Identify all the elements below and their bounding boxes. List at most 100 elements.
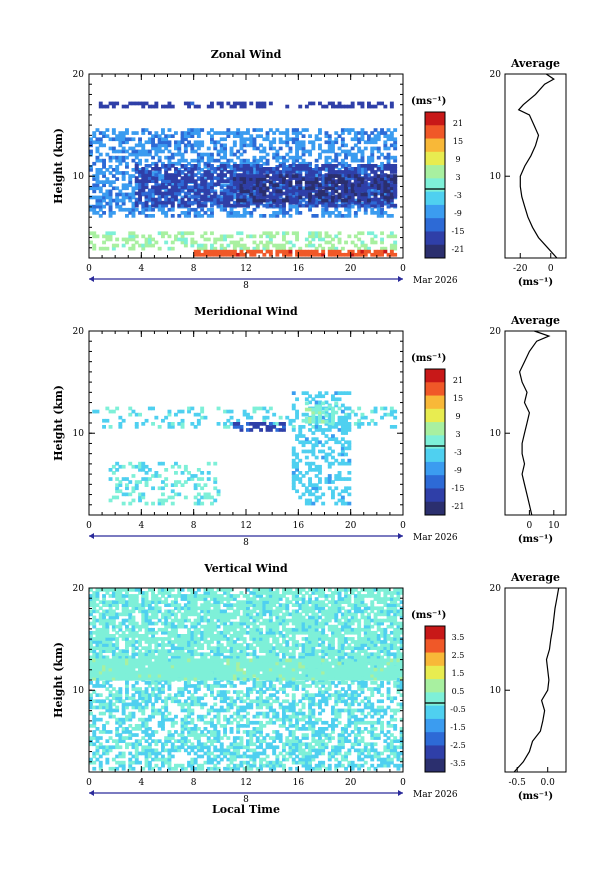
- heatmap-cell: [95, 655, 100, 660]
- heatmap-cell: [193, 158, 198, 163]
- heatmap-cell: [383, 412, 388, 417]
- heatmap-cell: [147, 640, 152, 644]
- heatmap-cell: [183, 637, 188, 641]
- heatmap-cell: [383, 189, 388, 194]
- heatmap-cell: [386, 200, 391, 205]
- heatmap-cell: [187, 101, 191, 106]
- heatmap-cell: [167, 104, 172, 109]
- heatmap-cell: [151, 422, 155, 426]
- heatmap-cell: [105, 618, 110, 623]
- heatmap-cell: [170, 104, 175, 109]
- heatmap-cell: [203, 194, 208, 199]
- heatmap-cell: [203, 492, 208, 497]
- heatmap-cell: [393, 409, 398, 414]
- heatmap-cell: [357, 418, 362, 423]
- heatmap-cell: [347, 461, 352, 466]
- heatmap-cell: [262, 655, 267, 660]
- heatmap-cell: [196, 131, 201, 135]
- heatmap-cell: [298, 191, 303, 196]
- heatmap-cell: [295, 200, 299, 205]
- heatmap-cell: [183, 594, 188, 598]
- heatmap-cell: [121, 177, 126, 181]
- heatmap-cell: [161, 128, 165, 132]
- colorbar-tick-label: 9: [455, 412, 460, 421]
- heatmap-cell: [262, 246, 267, 251]
- heatmap-cell: [167, 140, 172, 145]
- heatmap-cell: [304, 249, 309, 254]
- heatmap-cell: [151, 214, 155, 218]
- heatmap-cell: [170, 194, 175, 199]
- heatmap-cell: [111, 131, 116, 135]
- heatmap-cell: [252, 200, 257, 205]
- heatmap-cell: [89, 646, 93, 650]
- heatmap-cell: [324, 409, 329, 414]
- heatmap-cell: [285, 252, 290, 257]
- heatmap-cell: [340, 391, 345, 395]
- heatmap-cell: [121, 158, 126, 163]
- heatmap-cell: [259, 591, 263, 595]
- heatmap-cell: [210, 197, 214, 202]
- heatmap-cell: [95, 640, 100, 644]
- average-title: Average: [510, 57, 560, 70]
- heatmap-cell: [347, 195, 352, 200]
- heatmap-cell: [203, 200, 208, 205]
- heatmap-cell: [350, 101, 355, 106]
- heatmap-cell: [92, 186, 97, 191]
- heatmap-cell: [295, 412, 299, 417]
- heatmap-cell: [298, 170, 303, 174]
- heatmap-cell: [154, 143, 159, 148]
- heatmap-cell: [324, 400, 329, 405]
- heatmap-cell: [380, 240, 384, 245]
- heatmap-cell: [193, 597, 198, 601]
- heatmap-cell: [347, 207, 352, 212]
- heatmap-cell: [141, 591, 146, 595]
- heatmap-cell: [219, 637, 224, 641]
- heatmap-cell: [262, 640, 267, 644]
- heatmap-cell: [190, 649, 195, 653]
- heatmap-cell: [193, 501, 198, 506]
- heatmap-cell: [337, 240, 342, 245]
- heatmap-cell: [200, 624, 205, 629]
- heatmap-cell: [262, 418, 267, 423]
- heatmap-cell: [138, 152, 142, 157]
- heatmap-cell: [324, 149, 329, 154]
- heatmap-cell: [229, 649, 234, 653]
- heatmap-cell: [344, 486, 348, 491]
- heatmap-cell: [389, 167, 394, 171]
- heatmap-cell: [213, 200, 218, 205]
- heatmap-cell: [203, 252, 208, 257]
- heatmap-cell: [337, 498, 342, 503]
- heatmap-cell: [180, 624, 185, 629]
- heatmap-cell: [353, 422, 358, 426]
- heatmap-cell: [265, 201, 270, 206]
- heatmap-cell: [314, 410, 319, 415]
- heatmap-cell: [154, 649, 159, 653]
- heatmap-cell: [151, 137, 155, 142]
- heatmap-cell: [357, 164, 362, 168]
- heatmap-cell: [311, 413, 316, 418]
- heatmap-cell: [161, 143, 165, 148]
- heatmap-cell: [295, 131, 299, 135]
- heatmap-cell: [125, 104, 129, 109]
- x-tick-label: 16: [293, 521, 305, 531]
- heatmap-cell: [138, 649, 142, 653]
- heatmap-cell: [141, 468, 146, 472]
- heatmap-cell: [102, 211, 106, 215]
- heatmap-cell: [272, 189, 277, 194]
- heatmap-cell: [311, 486, 316, 491]
- heatmap-cell: [108, 155, 113, 160]
- colorbar-swatch: [425, 138, 445, 153]
- heatmap-cell: [190, 243, 195, 248]
- heatmap-cell: [141, 185, 146, 190]
- heatmap-cell: [282, 167, 286, 171]
- heatmap-cell: [223, 173, 227, 177]
- heatmap-cell: [226, 588, 231, 592]
- heatmap-cell: [246, 422, 250, 426]
- heatmap-cell: [363, 200, 368, 205]
- heatmap-cell: [147, 214, 152, 218]
- heatmap-cell: [278, 164, 283, 168]
- heatmap-cell: [331, 195, 335, 200]
- heatmap-cell: [255, 191, 260, 196]
- heatmap-cell: [180, 615, 185, 620]
- heatmap-cell: [252, 140, 257, 145]
